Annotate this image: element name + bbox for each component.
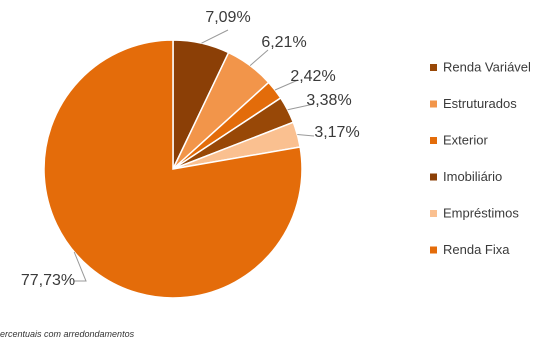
leader-line bbox=[201, 29, 229, 44]
data-label: 3,38% bbox=[306, 92, 351, 109]
legend-swatch bbox=[430, 246, 437, 254]
legend-swatch bbox=[430, 173, 437, 181]
legend-swatch bbox=[430, 64, 437, 71]
data-label: 7,09% bbox=[205, 9, 250, 26]
legend-label: Empréstimos bbox=[443, 206, 519, 221]
legend-label: Renda Fixa bbox=[443, 242, 510, 257]
pie-slices bbox=[43, 39, 303, 299]
legend-swatch bbox=[430, 100, 437, 108]
legend-label: Renda Variável bbox=[443, 60, 531, 75]
legend-label: Exterior bbox=[443, 133, 488, 148]
leader-line bbox=[249, 49, 269, 66]
leader-line bbox=[287, 103, 315, 111]
legend-label: Imobiliário bbox=[443, 169, 502, 184]
slice-renda-fixa bbox=[43, 39, 303, 299]
footnote: ercentuais com arredondamentos bbox=[0, 329, 135, 339]
leader-line bbox=[73, 251, 87, 282]
data-label: 6,21% bbox=[261, 34, 306, 51]
leader-line bbox=[274, 79, 299, 91]
leader-line bbox=[297, 133, 315, 137]
data-label: 77,73% bbox=[21, 272, 75, 289]
legend-swatch bbox=[430, 210, 437, 217]
data-label: 3,17% bbox=[314, 124, 359, 141]
legend-label: Estruturados bbox=[443, 96, 517, 111]
legend-swatch bbox=[430, 137, 437, 144]
legend: Renda Variável Estruturados Exterior Imobil… bbox=[430, 60, 531, 257]
data-label: 2,42% bbox=[290, 68, 335, 85]
